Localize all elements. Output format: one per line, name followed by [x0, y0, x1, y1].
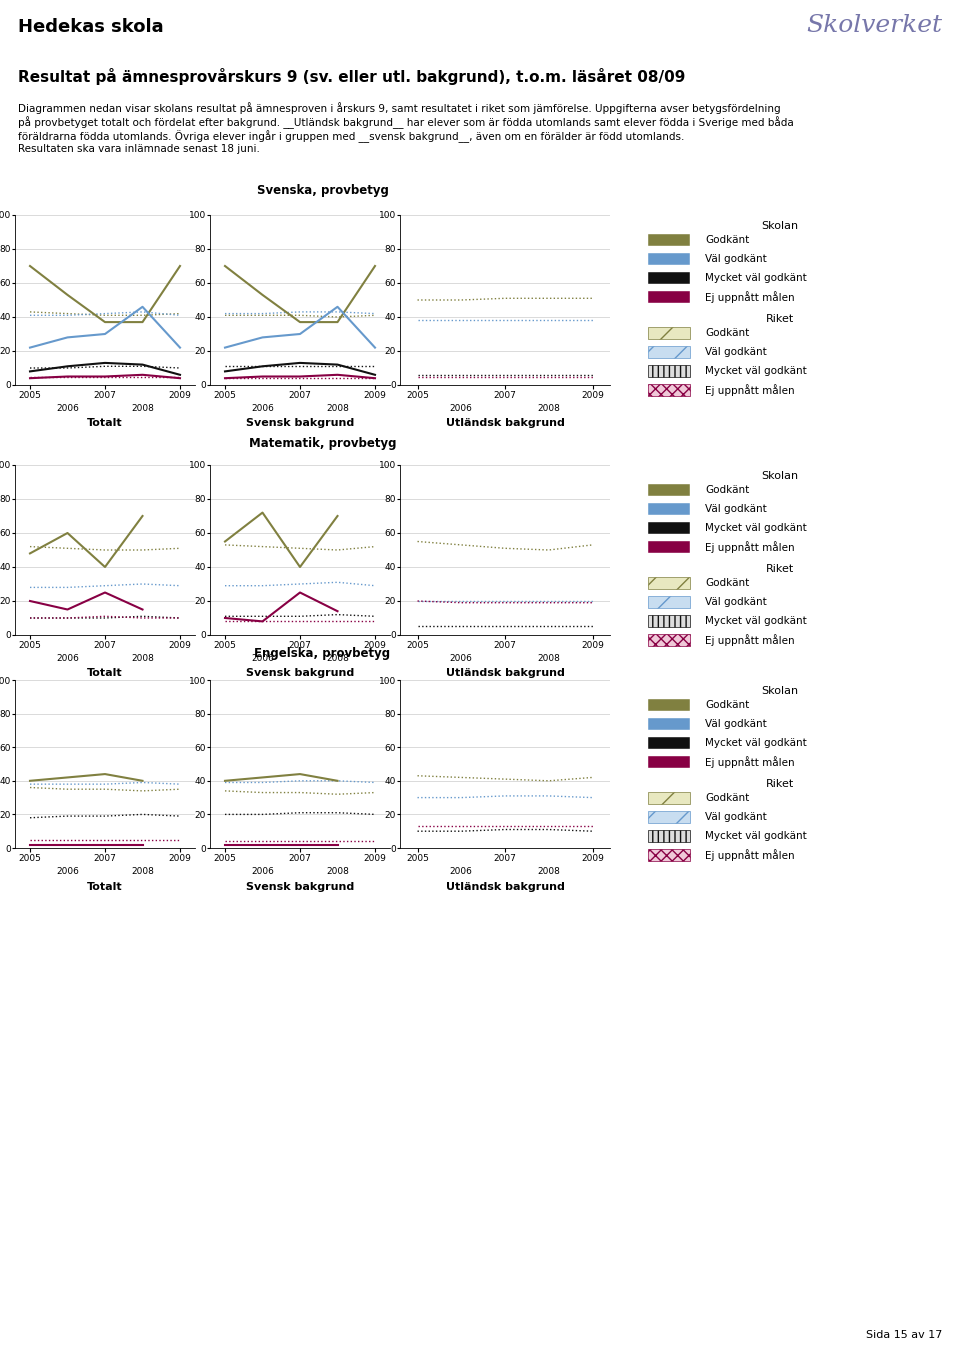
Text: föräldrarna födda utomlands. Övriga elever ingår i gruppen med __svensk bakgrund: föräldrarna födda utomlands. Övriga elev…	[18, 130, 684, 143]
Text: Sida 15 av 17: Sida 15 av 17	[866, 1329, 942, 1340]
Bar	[648, 253, 690, 265]
Text: Godkänt: Godkänt	[705, 793, 749, 802]
Bar	[648, 792, 690, 804]
Text: Svenska, provbetyg: Svenska, provbetyg	[256, 184, 389, 197]
Bar	[648, 346, 690, 358]
Text: Hedekas skola: Hedekas skola	[18, 18, 163, 36]
Text: Väl godkänt: Väl godkänt	[705, 597, 767, 607]
Text: Engelska, provbetyg: Engelska, provbetyg	[254, 647, 391, 661]
Bar	[648, 503, 690, 515]
Text: Mycket väl godkänt: Mycket väl godkänt	[705, 273, 806, 282]
Text: Godkänt: Godkänt	[705, 328, 749, 338]
Text: Totalt: Totalt	[87, 667, 123, 678]
Bar	[648, 234, 690, 246]
Bar	[648, 811, 690, 823]
Text: Ej uppnått målen: Ej uppnått målen	[705, 634, 795, 646]
Bar	[648, 755, 690, 767]
Text: Riket: Riket	[766, 778, 794, 789]
Bar	[648, 577, 690, 589]
Text: Godkänt: Godkänt	[705, 235, 749, 245]
Text: Mycket väl godkänt: Mycket väl godkänt	[705, 738, 806, 747]
Text: på provbetyget totalt och fördelat efter bakgrund. __Utländsk bakgrund__ har ele: på provbetyget totalt och fördelat efter…	[18, 116, 794, 128]
Bar	[648, 830, 690, 842]
Text: Väl godkänt: Väl godkänt	[705, 504, 767, 513]
Text: Ej uppnått målen: Ej uppnått målen	[705, 755, 795, 767]
Text: Ej uppnått målen: Ej uppnått målen	[705, 848, 795, 861]
Text: Väl godkänt: Väl godkänt	[705, 812, 767, 821]
Text: Mycket väl godkänt: Mycket väl godkänt	[705, 366, 806, 376]
Text: Väl godkänt: Väl godkänt	[705, 347, 767, 357]
Bar	[648, 698, 690, 711]
Text: Mycket väl godkänt: Mycket väl godkänt	[705, 523, 806, 532]
Text: Riket: Riket	[766, 313, 794, 324]
Bar	[648, 272, 690, 284]
Text: Resultaten ska vara inlämnade senast 18 juni.: Resultaten ska vara inlämnade senast 18 …	[18, 145, 260, 154]
Text: Skolan: Skolan	[761, 470, 799, 481]
Bar	[648, 634, 690, 646]
Text: Skolan: Skolan	[761, 220, 799, 231]
Text: Riket: Riket	[766, 563, 794, 574]
Text: Godkänt: Godkänt	[705, 485, 749, 494]
Text: Skolan: Skolan	[761, 686, 799, 696]
Text: Svensk bakgrund: Svensk bakgrund	[246, 882, 354, 892]
Bar	[648, 521, 690, 534]
Bar	[648, 615, 690, 627]
Text: Ej uppnått målen: Ej uppnått målen	[705, 290, 795, 303]
Text: Matematik, provbetyg: Matematik, provbetyg	[249, 436, 396, 450]
Text: Ej uppnått målen: Ej uppnått målen	[705, 384, 795, 396]
Text: Totalt: Totalt	[87, 882, 123, 892]
Bar	[648, 596, 690, 608]
Bar	[648, 848, 690, 861]
Bar	[648, 365, 690, 377]
Text: Ej uppnått målen: Ej uppnått målen	[705, 540, 795, 553]
Text: Totalt: Totalt	[87, 417, 123, 428]
Bar	[648, 540, 690, 553]
Text: Godkänt: Godkänt	[705, 578, 749, 588]
Text: Godkänt: Godkänt	[705, 700, 749, 709]
Bar	[648, 484, 690, 496]
Bar	[648, 384, 690, 396]
Text: Resultat på ämnesprovårskurs 9 (sv. eller utl. bakgrund), t.o.m. läsåret 08/09: Resultat på ämnesprovårskurs 9 (sv. elle…	[18, 68, 685, 85]
Bar	[648, 327, 690, 339]
Text: Väl godkänt: Väl godkänt	[705, 254, 767, 263]
Text: Utländsk bakgrund: Utländsk bakgrund	[445, 882, 564, 892]
Text: Skolverket: Skolverket	[806, 14, 942, 36]
Text: Utländsk bakgrund: Utländsk bakgrund	[445, 667, 564, 678]
Text: Utländsk bakgrund: Utländsk bakgrund	[445, 417, 564, 428]
Bar	[648, 717, 690, 730]
Text: Mycket väl godkänt: Mycket väl godkänt	[705, 616, 806, 626]
Text: Mycket väl godkänt: Mycket väl godkänt	[705, 831, 806, 840]
Bar	[648, 290, 690, 303]
Text: Svensk bakgrund: Svensk bakgrund	[246, 667, 354, 678]
Text: Diagrammen nedan visar skolans resultat på ämnesproven i årskurs 9, samt resulta: Diagrammen nedan visar skolans resultat …	[18, 101, 780, 113]
Text: Svensk bakgrund: Svensk bakgrund	[246, 417, 354, 428]
Bar	[648, 736, 690, 748]
Text: Väl godkänt: Väl godkänt	[705, 719, 767, 728]
